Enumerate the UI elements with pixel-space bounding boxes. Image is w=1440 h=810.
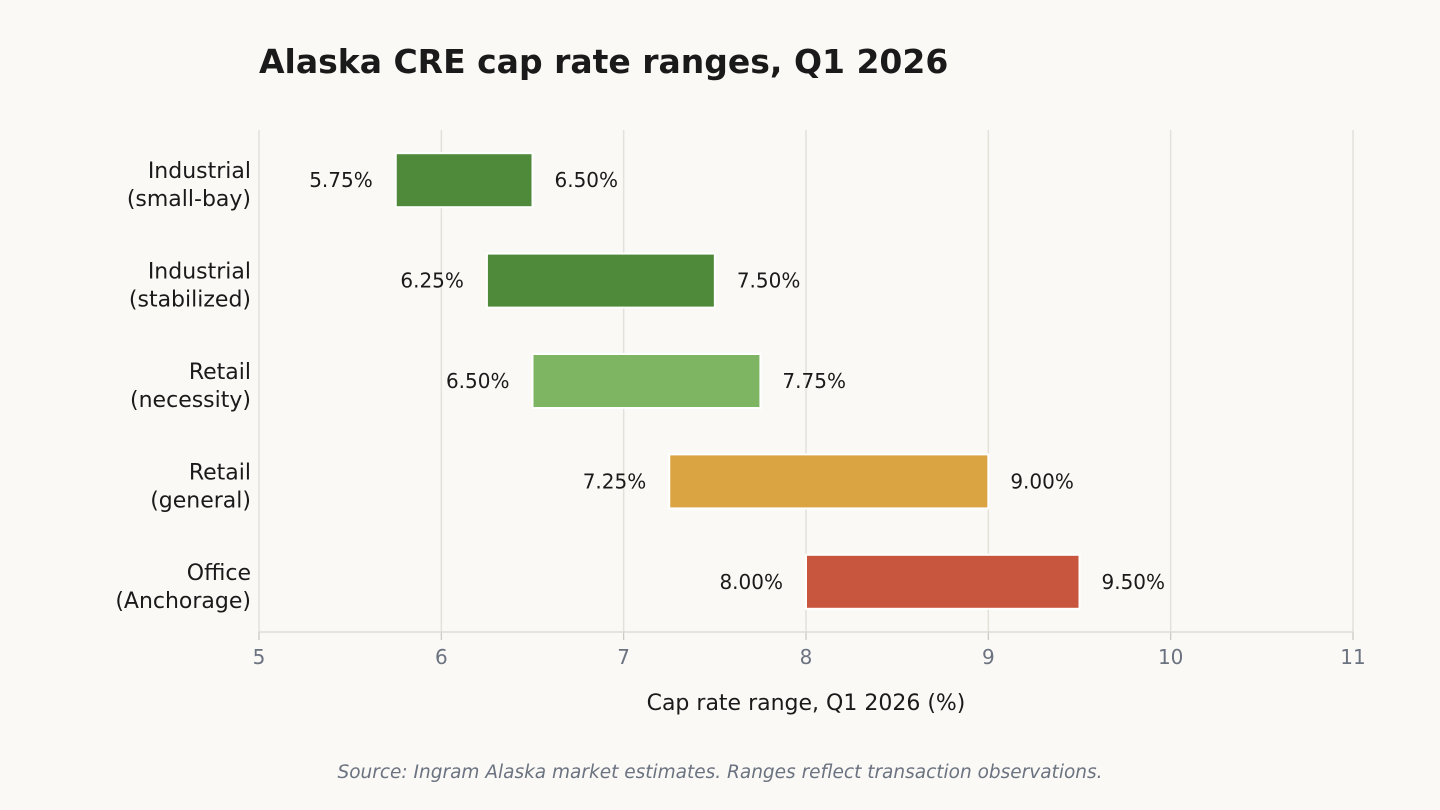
category-label-line2: (small-bay) [127, 187, 251, 212]
x-axis-label: Cap rate range, Q1 2026 (%) [647, 691, 966, 716]
chart-title: Alaska CRE cap rate ranges, Q1 2026 [259, 42, 949, 81]
category-label-line1: Office [187, 561, 251, 586]
range-bar [668, 453, 990, 510]
category-label-line1: Retail [189, 360, 251, 385]
x-tick-label: 8 [800, 645, 813, 669]
high-value-label: 7.75% [782, 369, 846, 393]
category-label-line1: Industrial [148, 159, 251, 184]
low-value-label: 6.25% [400, 269, 464, 293]
range-bar [805, 553, 1081, 610]
x-tick-label: 9 [982, 645, 995, 669]
range-bars [394, 152, 1081, 610]
category-label-line2: (general) [150, 488, 251, 513]
range-bar [394, 152, 534, 209]
high-value-label: 9.00% [1010, 469, 1074, 493]
category-label-line2: (Anchorage) [115, 589, 251, 614]
x-axis: 5 6 7 8 9 10 11 [253, 631, 1366, 669]
high-value-label: 9.50% [1102, 570, 1166, 594]
x-tick-label: 6 [435, 645, 448, 669]
category-label-line2: (necessity) [130, 388, 251, 413]
x-tick-label: 5 [253, 645, 266, 669]
x-tick-label: 10 [1158, 645, 1183, 669]
low-value-label: 7.25% [583, 469, 647, 493]
high-value-label: 7.50% [737, 269, 801, 293]
low-value-label: 5.75% [309, 168, 373, 192]
category-label-line1: Industrial [148, 260, 251, 285]
low-value-label: 8.00% [719, 570, 783, 594]
range-bar [531, 353, 762, 409]
category-labels: Industrial (small-bay) Industrial (stabiliz… [115, 159, 251, 614]
category-label-line1: Retail [189, 460, 251, 485]
chart-source-note: Source: Ingram Alaska market estimates. … [337, 762, 1103, 783]
x-tick-label: 11 [1340, 645, 1365, 669]
category-label-line2: (stabilized) [129, 288, 251, 313]
range-bar [485, 252, 716, 309]
x-tick-label: 7 [617, 645, 630, 669]
high-value-label: 6.50% [555, 168, 619, 192]
low-value-label: 6.50% [446, 369, 510, 393]
value-labels: 5.75% 6.50% 6.25% 7.50% 6.50% 7.75% 7.25% 9.00%… [309, 168, 1165, 594]
